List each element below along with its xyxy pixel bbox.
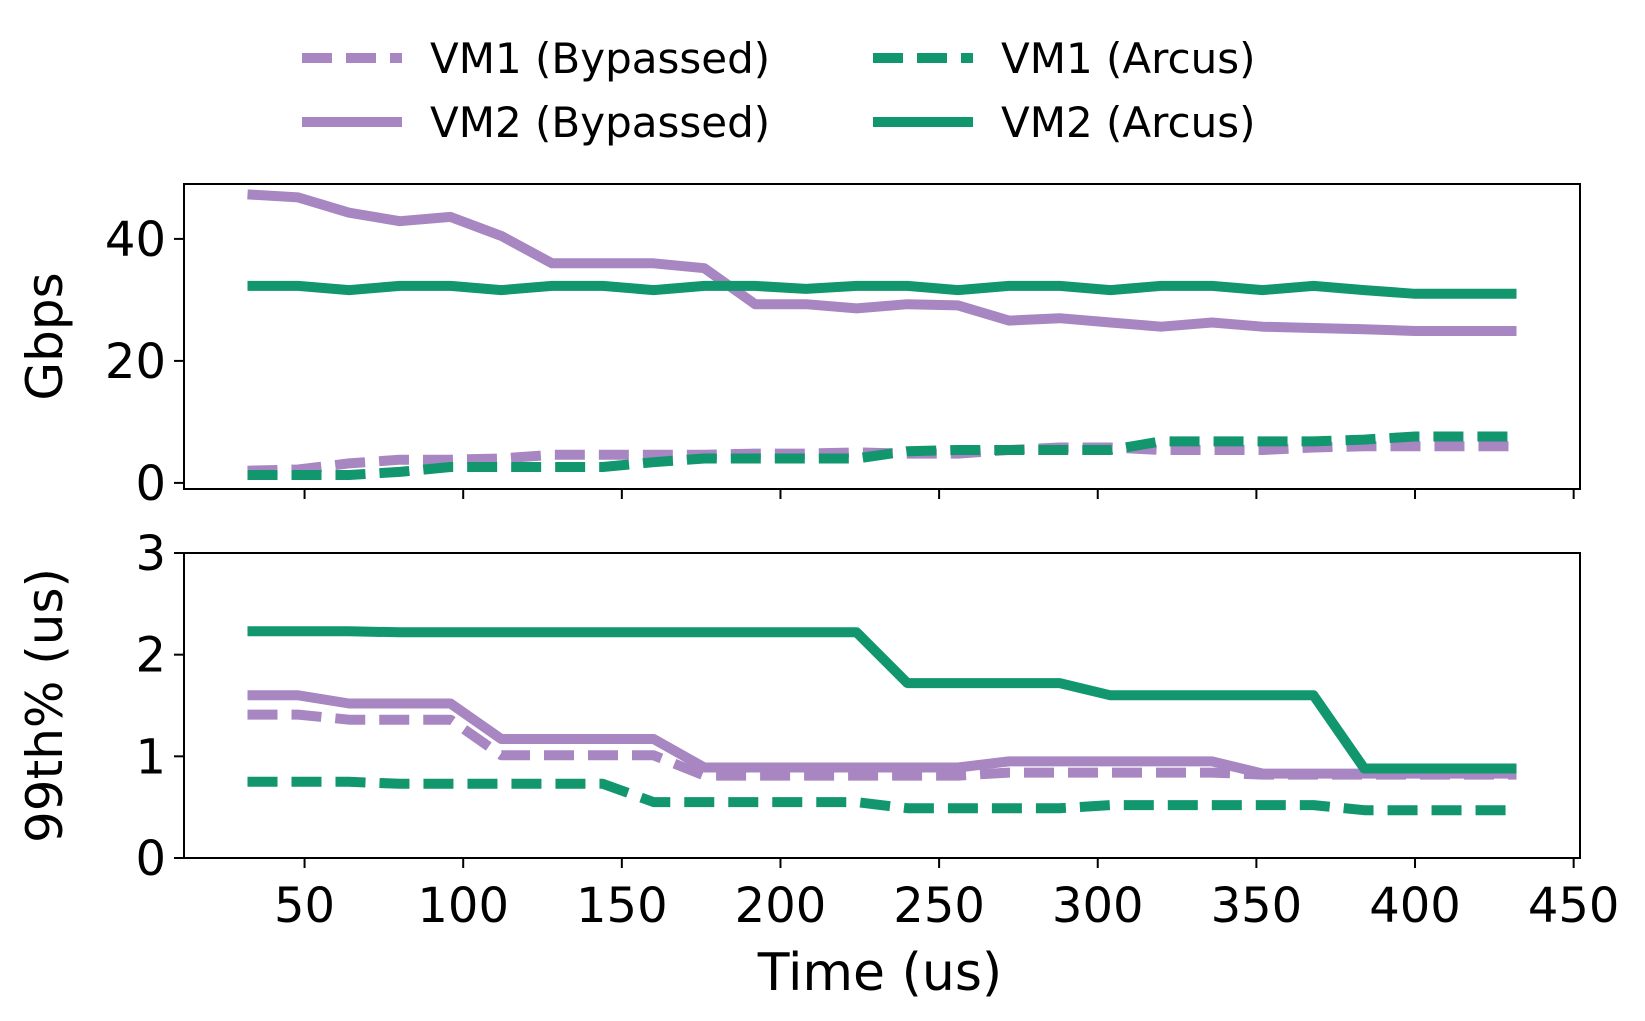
series-line-vm2-bypassed [247, 189, 1517, 336]
series-line-vm2-arcus [247, 280, 1517, 299]
y-tick-label: 20 [105, 334, 166, 390]
x-tick-label: 200 [735, 878, 827, 934]
x-tick-label: 450 [1528, 878, 1620, 934]
plot-frame [183, 183, 1581, 490]
y-axis-title: Gbps [16, 272, 74, 400]
legend-label-vm1-arcus: VM1 (Arcus) [1001, 34, 1255, 83]
x-tick-label: 50 [274, 878, 335, 934]
y-tick-label: 0 [135, 456, 166, 512]
y-tick-label: 2 [135, 628, 166, 684]
throughput-panel: 0 20 40 Gbps [16, 183, 1581, 512]
legend-label-vm2-bypassed: VM2 (Bypassed) [430, 98, 770, 147]
x-tick-label: 300 [1052, 878, 1144, 934]
y-tick-label: 40 [105, 212, 166, 268]
series-line-vm1-bypassed [247, 709, 1517, 781]
x-tick-label: 350 [1211, 878, 1303, 934]
x-tick-label: 400 [1369, 878, 1461, 934]
y-tick-label: 1 [135, 729, 166, 785]
y-axis-title: 99th% (us) [16, 568, 74, 843]
y-tick-label: 3 [135, 526, 166, 582]
x-tick-label: 150 [576, 878, 668, 934]
series-line-vm2-arcus [247, 626, 1517, 774]
series-line-vm1-arcus [247, 776, 1517, 816]
x-tick-label: 100 [417, 878, 509, 934]
legend: VM1 (Bypassed) VM1 (Arcus) VM2 (Bypassed) V… [302, 34, 1255, 147]
series-line-vm1-arcus [247, 431, 1517, 480]
plot-frame [183, 552, 1581, 859]
y-tick-label: 0 [135, 831, 166, 887]
x-tick-label: 250 [893, 878, 985, 934]
series-line-vm2-bypassed [247, 690, 1517, 779]
x-axis-title: Time (us) [757, 943, 1002, 1003]
legend-label-vm1-bypassed: VM1 (Bypassed) [430, 34, 770, 83]
legend-label-vm2-arcus: VM2 (Arcus) [1001, 98, 1255, 147]
